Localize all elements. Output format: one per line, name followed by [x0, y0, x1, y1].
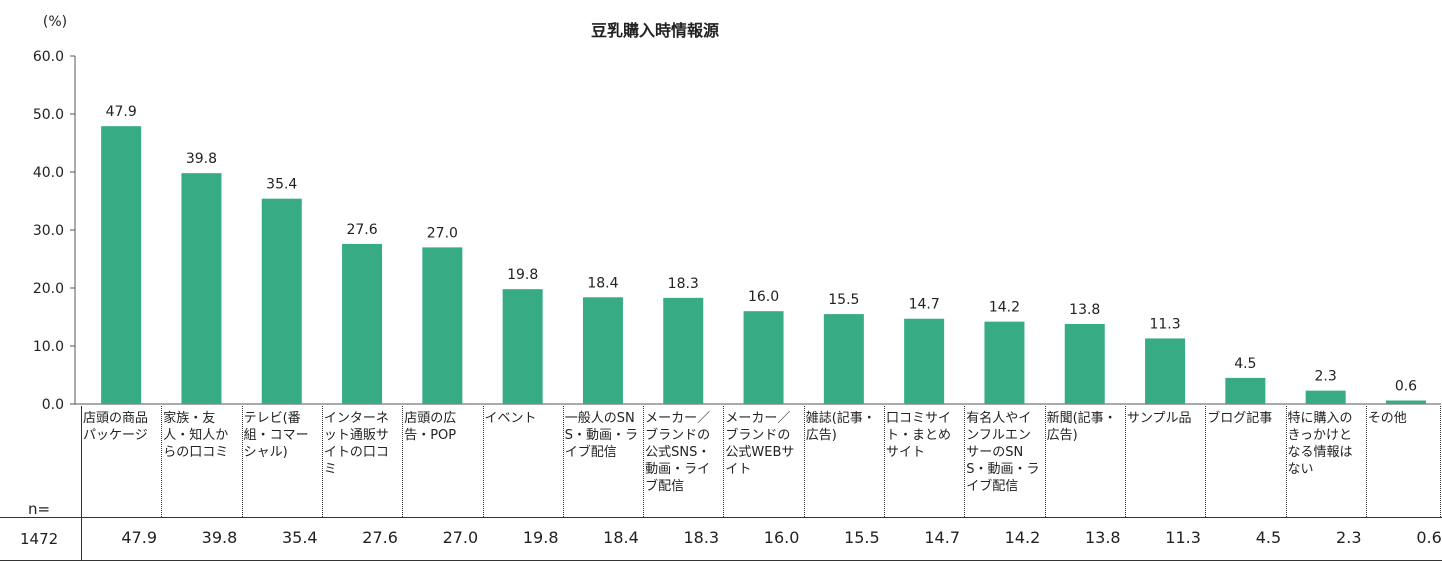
- bar-value-label: 15.5: [828, 292, 859, 308]
- table-value-cell: 27.6: [362, 528, 398, 547]
- category-label: サンプル品: [1126, 411, 1192, 426]
- chart-title: 豆乳購入時情報源: [591, 21, 719, 40]
- n-label: n=: [28, 500, 51, 518]
- bar-value-label: 39.8: [186, 151, 217, 167]
- bar: [261, 198, 302, 404]
- table-value-cell: 13.8: [1084, 528, 1121, 547]
- column-divider: [161, 406, 162, 517]
- bar: [1385, 400, 1426, 404]
- column-divider: [804, 406, 805, 517]
- y-tick-label: 40.0: [33, 165, 64, 181]
- table-value-cell: 15.5: [844, 528, 880, 547]
- bar-value-label: 35.4: [266, 177, 297, 193]
- bar-value-label: 27.6: [346, 222, 377, 238]
- table-value-cell: 0.6: [1416, 528, 1442, 547]
- column-divider: [322, 406, 323, 517]
- bar-value-label: 14.7: [909, 297, 940, 313]
- column-divider: [1205, 406, 1206, 517]
- column-divider: [723, 406, 724, 517]
- n-value: 1472: [20, 530, 59, 548]
- table-value-cell: 4.5: [1255, 528, 1282, 547]
- table-value-cell: 18.4: [603, 528, 639, 547]
- column-divider: [1125, 406, 1126, 517]
- category-label: テレビ(番組・コマーシャル): [243, 411, 309, 460]
- column-divider: [402, 406, 403, 517]
- bar: [422, 247, 463, 404]
- table-value-cell: 47.9: [121, 528, 157, 547]
- bar: [1305, 390, 1346, 404]
- category-label: メーカー／ブランドの公式SNS・動画・ライブ配信: [645, 411, 711, 494]
- bar: [823, 314, 864, 404]
- column-divider: [563, 406, 564, 517]
- category-label: 家族・友人・知人からの口コミ: [163, 411, 229, 460]
- bar: [663, 297, 704, 404]
- bar-value-label: 27.0: [427, 225, 458, 241]
- table-value-cell: 27.0: [442, 528, 479, 547]
- y-tick-label: 10.0: [33, 339, 64, 355]
- bar-value-label: 11.3: [1149, 316, 1180, 332]
- y-tick-label: 50.0: [33, 107, 64, 123]
- bar: [181, 173, 222, 404]
- category-label: 店頭の商品パッケージ: [83, 411, 149, 443]
- category-label: インターネット通販サイトの口コミ: [323, 411, 389, 477]
- category-label: イベント: [484, 411, 537, 426]
- bar-value-label: 2.3: [1315, 369, 1337, 385]
- bar-value-label: 19.8: [507, 267, 538, 283]
- category-label: 口コミサイト・まとめサイト: [886, 411, 952, 460]
- y-tick-label: 0.0: [42, 397, 64, 410]
- column-divider: [964, 406, 965, 517]
- bar-value-label: 47.9: [106, 104, 137, 120]
- table-value-cell: 16.0: [763, 528, 800, 547]
- bar: [1225, 377, 1266, 404]
- bar-value-label: 18.4: [587, 275, 618, 291]
- column-divider: [1286, 406, 1287, 517]
- bar: [502, 289, 543, 404]
- bar-chart: 豆乳購入時情報源 (%) 0.0 10.0 20.0 30.0 40.0 50.0 60.0…: [33, 14, 1441, 410]
- y-tick-label: 20.0: [33, 281, 64, 297]
- table-value-cell: 14.7: [924, 528, 960, 547]
- bar: [1064, 323, 1105, 404]
- bar: [582, 297, 623, 404]
- column-divider: [1045, 406, 1046, 517]
- category-label: 雑誌(記事・広告): [805, 411, 876, 443]
- category-label: 有名人やインフルエンサーのSNS・動画・ライブ配信: [966, 411, 1040, 494]
- column-divider: [884, 406, 885, 517]
- y-tick-label: 60.0: [33, 49, 64, 65]
- bar: [1145, 338, 1186, 404]
- bar-value-label: 14.2: [989, 300, 1020, 316]
- column-divider: [242, 406, 243, 517]
- category-label: 一般人のSNS・動画・ライブ配信: [564, 411, 639, 460]
- column-divider: [643, 406, 644, 517]
- table-value-cell: 39.8: [201, 528, 238, 547]
- category-label: 新聞(記事・広告): [1046, 411, 1117, 443]
- bar: [984, 321, 1025, 404]
- table-value-cell: 19.8: [522, 528, 559, 547]
- category-label: 特に購入のきっかけとなる情報はない: [1287, 411, 1353, 477]
- table-left-border: [81, 406, 82, 561]
- bar: [743, 311, 784, 404]
- category-label: ブログ記事: [1207, 411, 1273, 426]
- bar: [101, 126, 142, 405]
- bar: [904, 318, 945, 404]
- table-value-cell: 11.3: [1165, 528, 1201, 547]
- table-value-cell: 2.3: [1336, 528, 1362, 547]
- bar-value-label: 0.6: [1395, 379, 1417, 395]
- table-top-border: [0, 517, 1442, 518]
- bar: [342, 243, 383, 404]
- bar-value-label: 18.3: [668, 276, 699, 292]
- y-tick-label: 30.0: [33, 223, 64, 239]
- bar-value-label: 16.0: [748, 289, 779, 305]
- category-label: その他: [1367, 411, 1407, 426]
- category-label: メーカー／ブランドの公式WEBサイト: [725, 411, 795, 477]
- table-value-cell: 18.3: [683, 528, 720, 547]
- bar-value-label: 4.5: [1234, 356, 1256, 372]
- bar-value-label: 13.8: [1069, 302, 1100, 318]
- category-label: 店頭の広告・POP: [404, 411, 457, 443]
- table-value-cell: 35.4: [281, 528, 318, 547]
- column-divider: [1366, 406, 1367, 517]
- column-divider: [483, 406, 484, 517]
- column-divider: [1440, 406, 1441, 517]
- y-axis-unit-label: (%): [43, 14, 67, 30]
- table-value-cell: 14.2: [1004, 528, 1041, 547]
